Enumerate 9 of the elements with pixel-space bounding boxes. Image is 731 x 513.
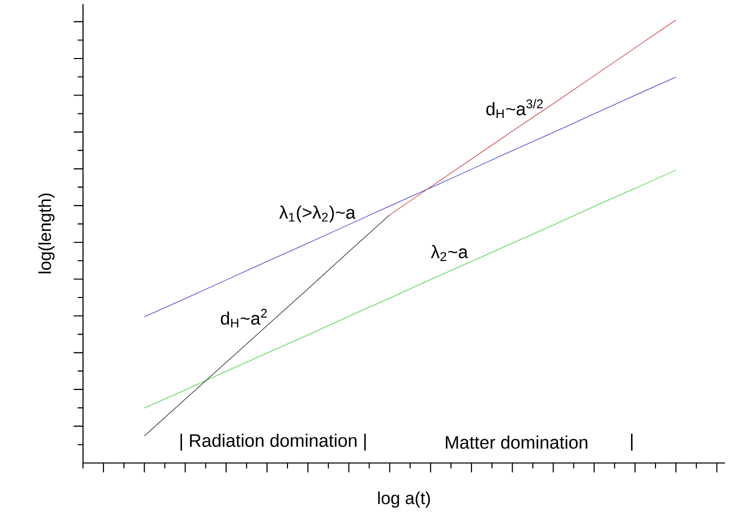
annotation: Matter domination	[446, 436, 588, 449]
annotation: λ$_{1}$(>λ$_{2}$)~a	[279, 206, 356, 222]
annotation: |	[631, 434, 633, 451]
annotation: λ$_{2}$~a	[430, 245, 468, 261]
y-axis-title: log(length)	[38, 194, 54, 274]
annotation: d$_{H}$~a$^{3/2}$	[486, 99, 543, 118]
annotation: d$_{H}$~a$^{2}$	[220, 308, 267, 328]
x-axis-title: log a(t)	[378, 492, 430, 508]
annotation: | Radiation domination |	[180, 434, 366, 451]
